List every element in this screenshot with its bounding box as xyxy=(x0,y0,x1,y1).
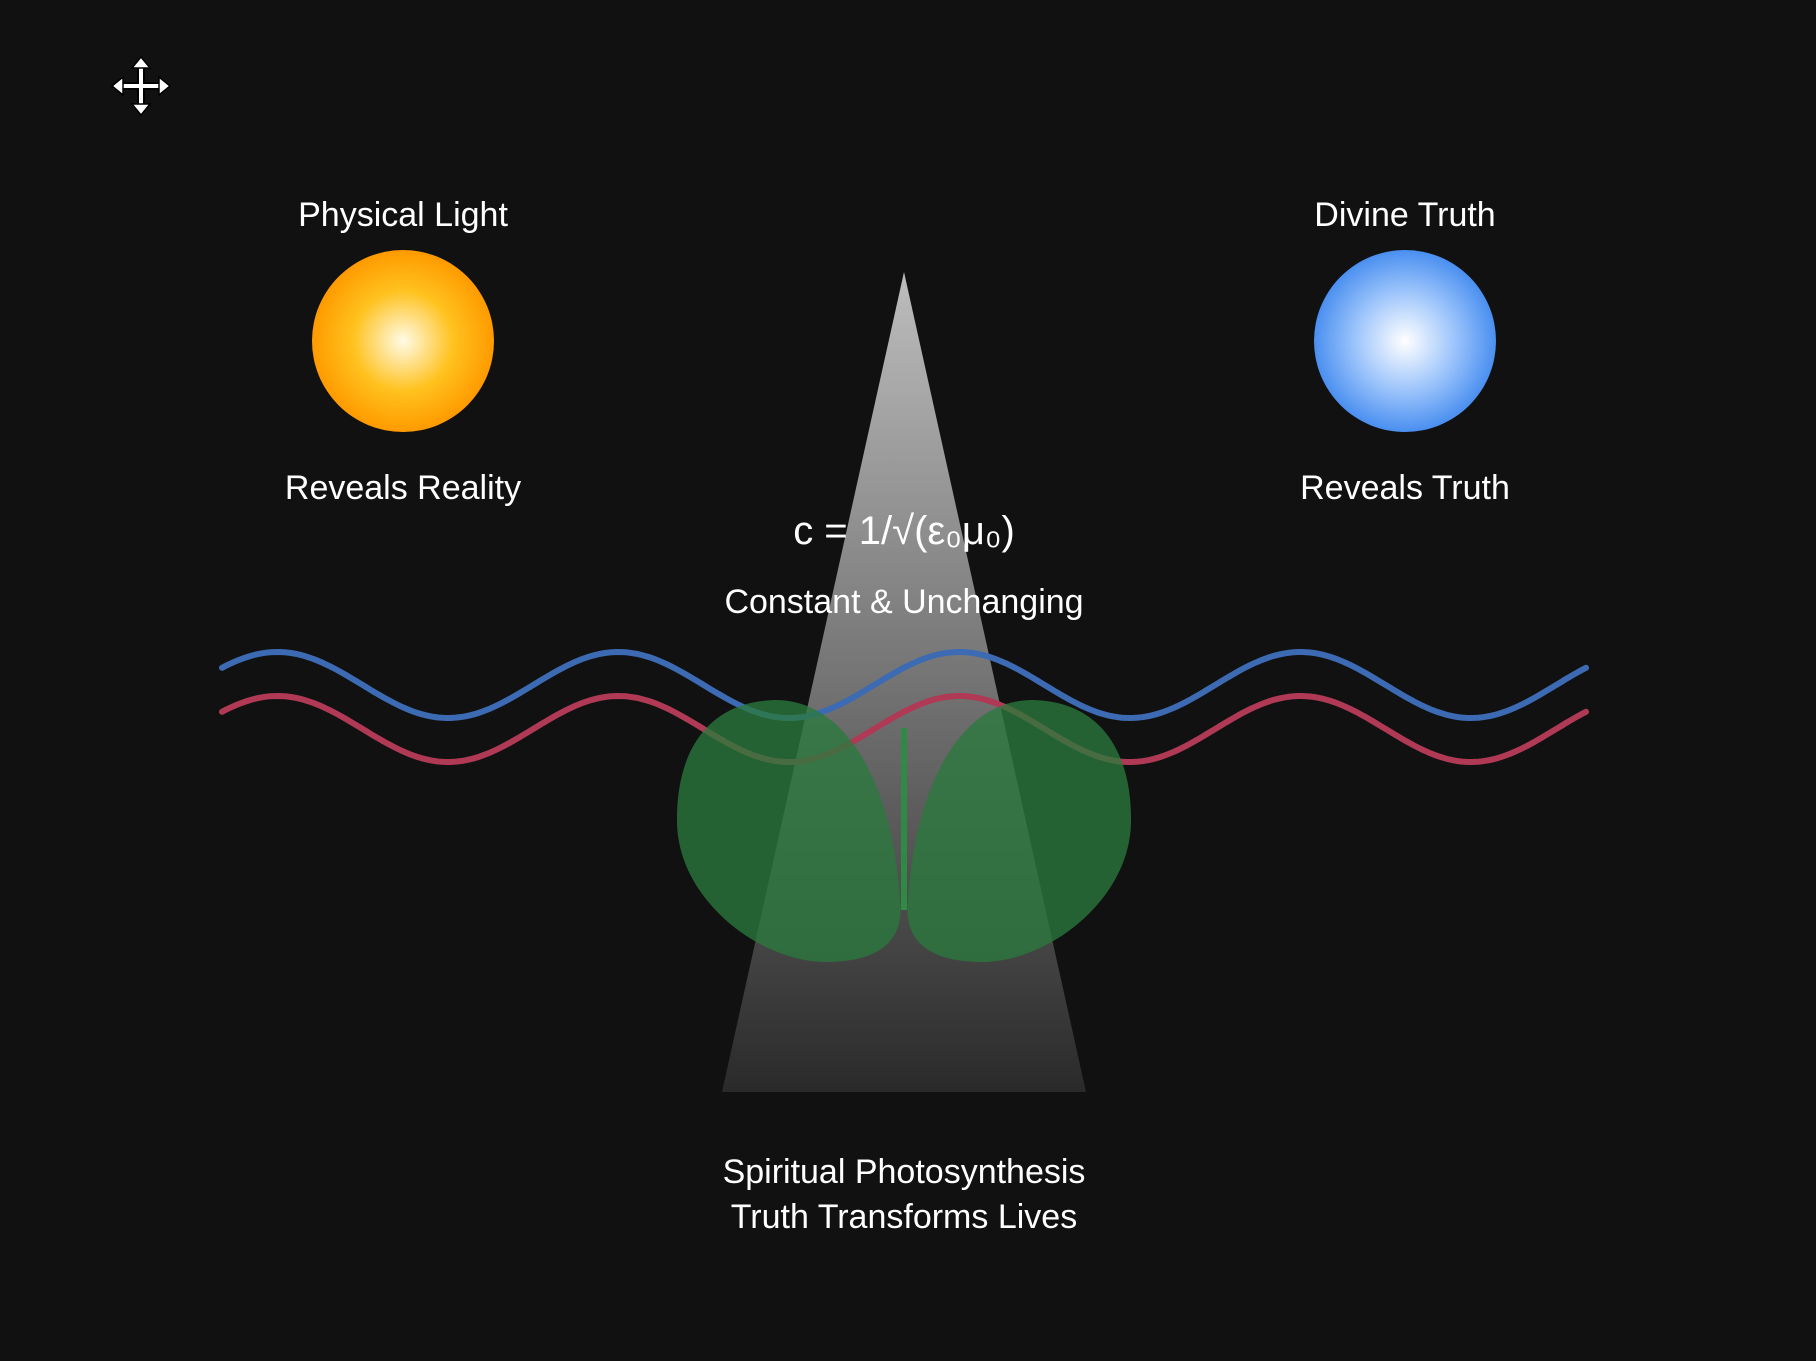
move-arrows-icon[interactable] xyxy=(110,55,172,117)
blue-wave xyxy=(219,648,1589,722)
right-source-caption: Reveals Truth xyxy=(1300,469,1510,507)
plant xyxy=(676,700,1132,962)
footer-line-1: Spiritual Photosynthesis xyxy=(723,1153,1086,1191)
left-source-caption: Reveals Reality xyxy=(285,469,521,507)
beam-subtitle: Constant & Unchanging xyxy=(724,583,1083,621)
speed-of-light-formula: c = 1/√(ε₀μ₀) xyxy=(793,509,1015,553)
left-leaf xyxy=(676,700,901,962)
left-source-title: Physical Light xyxy=(298,196,508,234)
red-wave xyxy=(219,692,1589,766)
light-beam-triangle xyxy=(722,272,1086,1092)
right-leaf xyxy=(907,700,1132,962)
physical-light-orb xyxy=(312,250,494,432)
footer-line-2: Truth Transforms Lives xyxy=(731,1198,1077,1236)
right-source-title: Divine Truth xyxy=(1314,196,1495,234)
divine-truth-orb xyxy=(1314,250,1496,432)
